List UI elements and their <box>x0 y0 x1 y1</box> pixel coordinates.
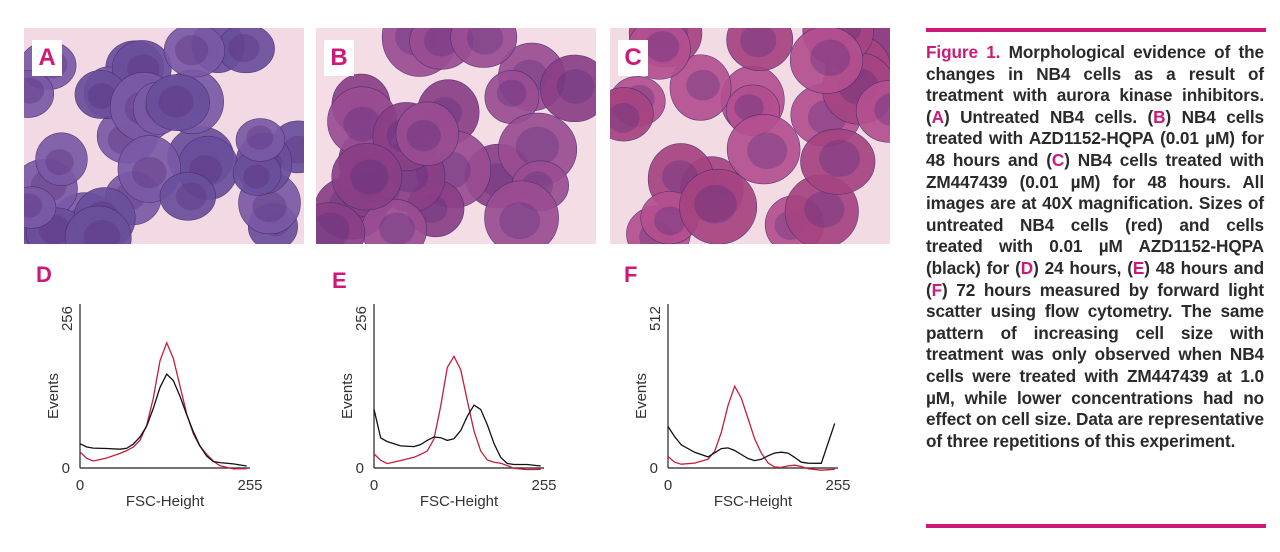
cell <box>855 80 890 143</box>
micrograph-c-label: C <box>618 40 648 76</box>
series-line-black <box>373 404 541 467</box>
cell <box>235 118 286 162</box>
cell <box>24 70 55 118</box>
y-tick-label: 0 <box>356 460 364 477</box>
x-tick-label: 0 <box>664 477 672 494</box>
cell <box>64 205 132 244</box>
histogram-e: 0 255 0 256 FSC-Height Events <box>339 304 557 510</box>
figure-caption: Figure 1. Morphological evidence of the … <box>926 42 1264 452</box>
cell <box>484 180 559 244</box>
caption-highlight: A <box>931 106 944 127</box>
caption-text: ) NB4 cells treated with ZM447439 (0.01 … <box>926 149 1264 278</box>
cell <box>450 28 518 68</box>
caption-text: ) Untreated NB4 cells. ( <box>943 106 1154 127</box>
micrograph-b-image <box>316 28 596 244</box>
cell <box>484 70 540 124</box>
cell <box>726 28 794 71</box>
micrograph-c-image <box>610 28 890 244</box>
histogram-d-label: D <box>36 262 52 287</box>
micrograph-a-label: A <box>32 40 62 76</box>
micrograph-a: A <box>24 28 304 244</box>
caption-text: ) 24 hours, ( <box>1033 257 1133 278</box>
cell <box>163 28 226 78</box>
x-tick-label: 0 <box>370 477 378 494</box>
x-axis-label: FSC-Height <box>126 493 205 510</box>
y-tick-label: 512 <box>647 306 664 331</box>
caption-top-rule <box>926 28 1266 32</box>
x-tick-label: 255 <box>237 477 262 494</box>
y-axis-label: Events <box>633 373 650 419</box>
caption-text: Morphological evidence of the changes in… <box>926 42 1264 127</box>
cell <box>24 186 57 229</box>
caption-highlight: Figure 1. <box>926 42 1001 62</box>
x-tick-label: 0 <box>76 477 84 494</box>
cell <box>395 101 459 166</box>
series-line-black <box>667 423 836 464</box>
caption-highlight: E <box>1132 257 1145 278</box>
cell <box>316 202 366 244</box>
y-axis-label: Events <box>45 373 62 419</box>
cell <box>800 128 876 195</box>
cell <box>539 54 596 123</box>
cell <box>35 132 88 186</box>
x-tick-label: 255 <box>825 477 850 494</box>
cell <box>679 168 758 244</box>
caption-text: ) 72 hours measured by forward light sca… <box>926 279 1264 451</box>
cell <box>232 150 282 196</box>
caption-highlight: C <box>1051 149 1065 170</box>
y-tick-label: 256 <box>353 306 370 331</box>
y-tick-label: 0 <box>62 460 70 477</box>
micrograph-a-image <box>24 28 304 244</box>
caption-text: ) NB4 cells treated with AZD1152-HQPA (0… <box>926 106 1264 170</box>
cell <box>610 87 654 142</box>
cell <box>669 54 732 121</box>
cell <box>361 199 428 244</box>
cell <box>217 28 275 74</box>
cell <box>789 28 864 94</box>
caption-highlight: F <box>931 279 943 300</box>
caption-text: ) 48 hours and ( <box>926 257 1264 300</box>
series-line-red <box>373 354 541 471</box>
cell <box>726 114 801 185</box>
cell <box>331 143 403 211</box>
histogram-f: 0 255 0 512 FSC-Height Events <box>633 304 851 510</box>
histogram-f-label: F <box>624 262 638 287</box>
y-tick-label: 0 <box>650 460 658 477</box>
micrograph-b-label: B <box>324 40 354 76</box>
cell <box>159 172 217 221</box>
micrograph-b: B <box>316 28 596 244</box>
y-tick-label: 256 <box>59 306 76 331</box>
series-line-black <box>79 373 247 467</box>
series-line-red <box>79 341 247 470</box>
y-axis-label: Events <box>339 373 356 419</box>
x-axis-label: FSC-Height <box>714 493 793 510</box>
caption-bottom-rule <box>926 524 1266 528</box>
caption-highlight: B <box>1153 106 1166 127</box>
cell <box>145 74 210 131</box>
series-line-red <box>667 384 835 471</box>
x-axis-label: FSC-Height <box>420 493 499 510</box>
x-tick-label: 255 <box>531 477 556 494</box>
caption-highlight: D <box>1020 257 1034 278</box>
histogram-d: 0 255 0 256 FSC-Height Events <box>45 304 263 510</box>
histogram-e-label: E <box>332 268 347 293</box>
micrograph-c: C <box>610 28 890 244</box>
